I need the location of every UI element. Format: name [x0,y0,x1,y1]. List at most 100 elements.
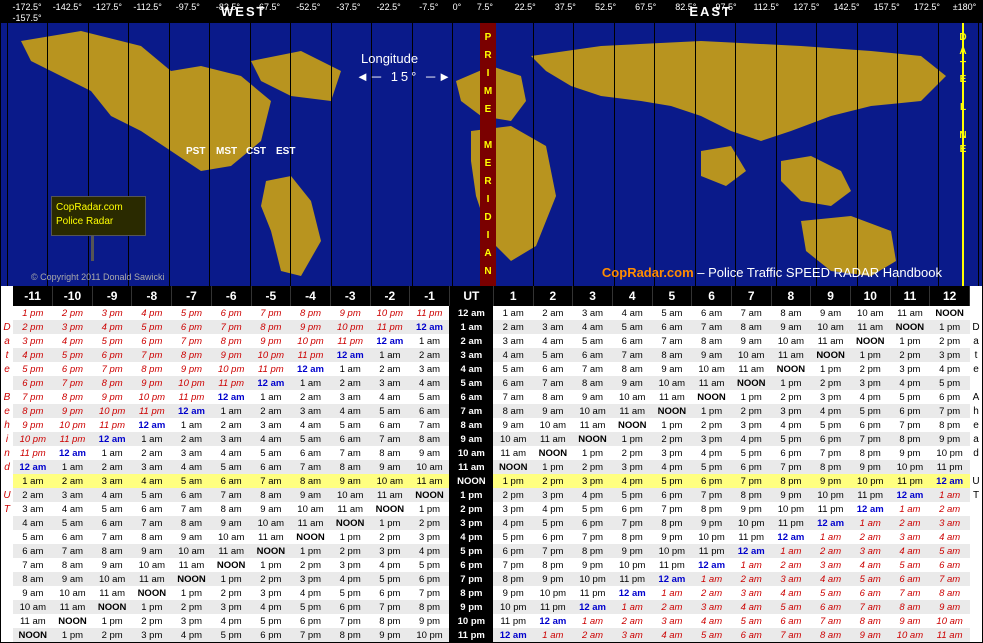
time-cell: NOON [211,558,251,572]
time-cell: 8 am [211,502,251,516]
time-cell: 1 am [811,530,851,544]
time-cell: 3 pm [291,572,331,586]
time-cell: 7 pm [410,586,450,600]
ut-cell: 6 am [449,390,493,404]
time-cell: 6 pm [612,502,652,516]
time-cell: 8 am [573,376,613,390]
time-cell: 1 am [850,516,890,530]
time-cell: 1 pm [92,614,132,628]
time-cell: 3 pm [850,376,890,390]
offset-header: 2 [533,286,573,306]
time-row: 3 am4 am5 am6 am7 am8 am9 am10 am11 amNO… [13,502,970,516]
time-cell: 5 am [13,530,53,544]
time-cell: 6 am [53,530,93,544]
time-cell: 10 am [890,628,930,642]
time-cell: 8 pm [251,320,291,334]
offset-header: 5 [652,286,692,306]
time-cell: 8 am [493,404,533,418]
time-cell: 12 am [930,474,970,488]
time-cell: 11 pm [330,334,370,348]
time-cell: 2 pm [850,362,890,376]
time-row: 1 pm2 pm3 pm4 pm5 pm6 pm7 pm8 pm9 pm10 p… [13,306,970,320]
time-cell: 2 pm [330,544,370,558]
time-cell: 10 pm [211,362,251,376]
time-cell: 12 am [890,488,930,502]
offset-header: -9 [92,286,132,306]
time-cell: 7 am [251,474,291,488]
time-cell: 4 pm [890,376,930,390]
time-cell: 6 am [251,460,291,474]
time-cell: 9 pm [211,348,251,362]
time-cell: 10 pm [92,404,132,418]
ut-cell: 3 pm [449,516,493,530]
time-cell: 4 am [370,390,410,404]
time-cell: 7 am [533,376,573,390]
time-cell: 3 am [692,600,732,614]
time-cell: 3 pm [811,390,851,404]
time-cell: 2 am [890,516,930,530]
time-cell: 7 pm [493,558,533,572]
time-cell: NOON [692,390,732,404]
time-row: 8 pm9 pm10 pm11 pm12 am1 am2 am3 am4 am5… [13,404,970,418]
time-cell: 8 pm [211,334,251,348]
time-cell: 9 am [53,572,93,586]
time-cell: 4 pm [573,488,613,502]
time-cell: NOON [890,320,930,334]
time-cell: 4 am [612,306,652,320]
time-cell: 4 pm [930,362,970,376]
time-cell: 2 pm [930,334,970,348]
time-cell: 11 am [291,516,331,530]
time-cell: 5 am [172,474,212,488]
time-cell: 11 am [53,600,93,614]
time-cell: 7 am [53,544,93,558]
time-cell: 8 am [771,306,811,320]
time-cell: 5 am [291,432,331,446]
time-cell: 8 am [330,460,370,474]
time-cell: 5 am [533,348,573,362]
time-cell: 4 am [330,404,370,418]
time-row: 6 am7 am8 am9 am10 am11 amNOON1 pm2 pm3 … [13,544,970,558]
time-cell: 3 pm [612,460,652,474]
time-cell: 10 pm [890,460,930,474]
time-cell: 9 am [291,488,331,502]
time-cell: 11 pm [13,446,53,460]
time-cell: 8 am [172,516,212,530]
time-cell: 6 am [890,572,930,586]
time-cell: 8 am [291,474,331,488]
time-cell: NOON [410,488,450,502]
time-cell: 2 pm [731,404,771,418]
time-cell: 9 pm [291,320,331,334]
time-cell: 4 pm [13,348,53,362]
time-cell: 10 am [92,572,132,586]
ut-cell: 2 pm [449,502,493,516]
time-cell: 2 pm [132,614,172,628]
time-cell: 11 am [731,362,771,376]
time-cell: 5 pm [132,320,172,334]
time-cell: 5 am [612,320,652,334]
time-cell: 10 pm [652,544,692,558]
time-row: 9 pm10 pm11 pm12 am1 am2 am3 am4 am5 am6… [13,418,970,432]
time-cell: 11 pm [850,488,890,502]
time-cell: 8 am [652,348,692,362]
ut-cell: 1 am [449,320,493,334]
time-cell: 7 pm [291,628,331,642]
ut-cell: 2 am [449,334,493,348]
time-cell: 7 pm [811,446,851,460]
time-cell: 4 pm [410,544,450,558]
time-cell: 3 am [132,460,172,474]
time-cell: 11 pm [370,320,410,334]
time-cell: 5 pm [92,334,132,348]
time-cell: 5 pm [692,460,732,474]
offset-header: 1 [493,286,533,306]
time-cell: 12 am [612,586,652,600]
offset-header: -4 [291,286,331,306]
time-cell: 1 pm [251,558,291,572]
time-cell: 6 pm [291,614,331,628]
time-cell: NOON [771,362,811,376]
time-cell: 4 pm [172,628,212,642]
time-cell: 6 am [811,600,851,614]
time-cell: 5 am [493,362,533,376]
time-cell: 4 pm [533,502,573,516]
time-cell: 1 am [533,628,573,642]
time-cell: 7 pm [53,376,93,390]
